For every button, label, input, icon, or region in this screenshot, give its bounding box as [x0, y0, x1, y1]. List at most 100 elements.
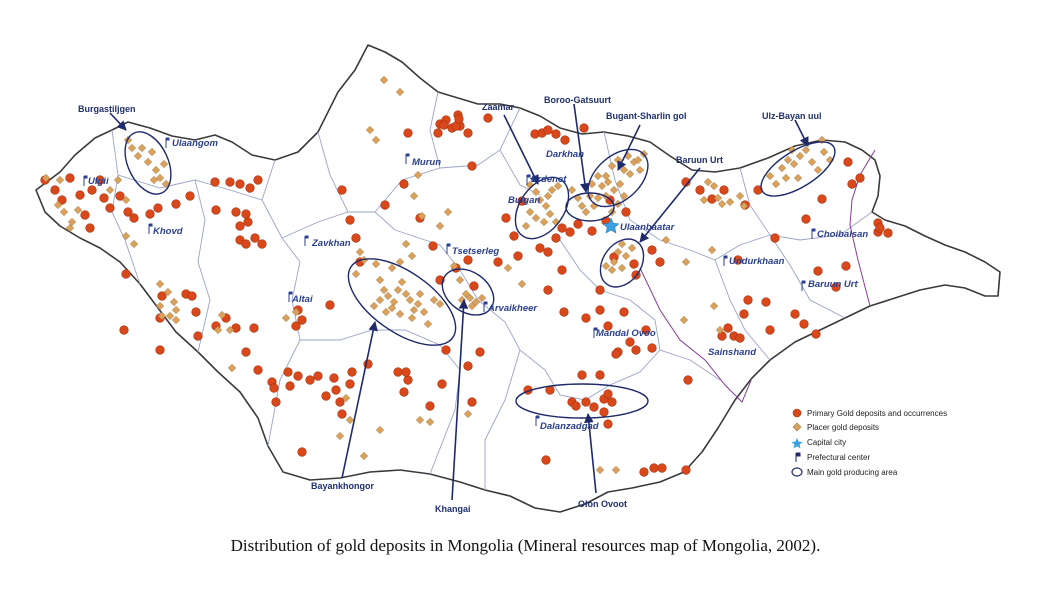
- placer-deposit: [735, 191, 745, 201]
- primary-deposit: [65, 173, 75, 183]
- placer-deposit: [681, 257, 691, 267]
- placer-deposit: [625, 169, 635, 179]
- primary-deposit: [401, 367, 411, 377]
- primary-deposit: [347, 367, 357, 377]
- placer-deposit: [581, 207, 591, 217]
- placer-deposit: [541, 201, 551, 211]
- placer-deposit: [635, 165, 645, 175]
- placer-deposit: [397, 277, 407, 287]
- placer-deposit: [787, 145, 797, 155]
- placer-deposit: [121, 195, 131, 205]
- placer-deposit: [781, 173, 791, 183]
- primary-deposit: [187, 291, 197, 301]
- placer-deposit: [793, 173, 803, 183]
- placer-deposit: [621, 251, 631, 261]
- placer-deposit: [383, 291, 393, 301]
- placer-deposit: [795, 151, 805, 161]
- legend-label: Prefectural center: [807, 453, 870, 462]
- primary-deposit: [293, 371, 303, 381]
- placer-deposit: [539, 217, 549, 227]
- city-ulaangom: Ulaangom: [165, 137, 218, 149]
- primary-deposit: [501, 213, 511, 223]
- placer-deposit: [709, 301, 719, 311]
- area-label: Olon Ovoot: [578, 499, 627, 509]
- primary-deposit: [560, 135, 570, 145]
- primary-deposit: [847, 179, 857, 189]
- city-choibalsan: Choibalsan: [811, 228, 868, 240]
- primary-deposit: [231, 207, 241, 217]
- placer-deposit: [157, 311, 167, 321]
- figure-caption: Distribution of gold deposits in Mongoli…: [230, 536, 821, 555]
- placer-deposit: [443, 207, 453, 217]
- primary-deposit: [193, 331, 203, 341]
- placer-deposit: [423, 319, 433, 329]
- primary-deposit: [437, 379, 447, 389]
- placer-deposit: [365, 125, 375, 135]
- primary-deposit: [595, 305, 605, 315]
- placer-deposit: [707, 245, 717, 255]
- placer-deposit: [783, 155, 793, 165]
- placer-deposit: [819, 147, 829, 157]
- placer-deposit: [53, 200, 63, 210]
- primary-deposit: [739, 309, 749, 319]
- placer-deposit: [467, 301, 477, 311]
- primary-deposit: [291, 321, 301, 331]
- area-label: Bugant-Sharlin gol: [606, 111, 687, 121]
- primary-deposit: [551, 129, 561, 139]
- primary-deposit: [399, 179, 409, 189]
- ellipse-outline-icon: [791, 467, 803, 477]
- primary-deposit: [253, 175, 263, 185]
- deposit-points: [40, 75, 893, 477]
- primary-deposit: [454, 114, 464, 124]
- city-label: Tsetserleg: [452, 246, 499, 257]
- primary-deposit: [735, 333, 745, 343]
- primary-deposit: [99, 193, 109, 203]
- city-label: Altai: [291, 294, 313, 305]
- placer-deposit: [401, 239, 411, 249]
- blue-star-icon: [791, 438, 803, 449]
- primary-deposit: [541, 455, 551, 465]
- primary-deposit: [649, 463, 659, 473]
- city-label: Ulgii: [88, 176, 109, 187]
- placer-deposit: [801, 145, 811, 155]
- primary-deposit: [855, 173, 865, 183]
- area-label: Bayankhongor: [311, 481, 375, 491]
- primary-deposit: [559, 307, 569, 317]
- primary-deposit: [403, 375, 413, 385]
- primary-deposit: [770, 233, 780, 243]
- primary-deposit: [475, 347, 485, 357]
- placer-deposit: [419, 307, 429, 317]
- placer-deposit: [155, 279, 165, 289]
- primary-deposit: [551, 233, 561, 243]
- label-arrows: [109, 103, 809, 501]
- placer-deposit: [59, 207, 69, 217]
- placer-deposit: [355, 247, 365, 257]
- primary-deposit: [85, 223, 95, 233]
- ellipse-burgastiljgen: [124, 131, 172, 195]
- primary-deposit: [285, 381, 295, 391]
- city-labels: Ulgii Ulaangom Khovd Murun Zavkhan Altai…: [83, 137, 868, 432]
- area-label: Burgastiljgen: [78, 104, 136, 114]
- placer-deposit: [611, 465, 621, 475]
- placer-deposit: [679, 315, 689, 325]
- ellipse-boroo: [565, 192, 615, 222]
- placer-deposit: [413, 170, 423, 180]
- placer-deposit: [607, 161, 617, 171]
- placer-deposit: [405, 295, 415, 305]
- placer-deposit: [535, 195, 545, 205]
- placer-deposit: [601, 261, 611, 271]
- city-label: Mandal Ovoo: [596, 328, 656, 339]
- primary-deposit: [743, 295, 753, 305]
- placer-deposit: [133, 151, 143, 161]
- placer-deposit: [531, 187, 541, 197]
- primary-deposit: [657, 463, 667, 473]
- primary-deposit: [321, 391, 331, 401]
- primary-deposit: [467, 397, 477, 407]
- primary-deposit: [639, 467, 649, 477]
- choibalsan-line: [849, 149, 876, 307]
- area-label: Zaamar: [482, 102, 515, 112]
- primary-deposit: [155, 345, 165, 355]
- placer-deposit: [567, 185, 577, 195]
- placer-deposit: [765, 171, 775, 181]
- primary-deposit: [543, 125, 553, 135]
